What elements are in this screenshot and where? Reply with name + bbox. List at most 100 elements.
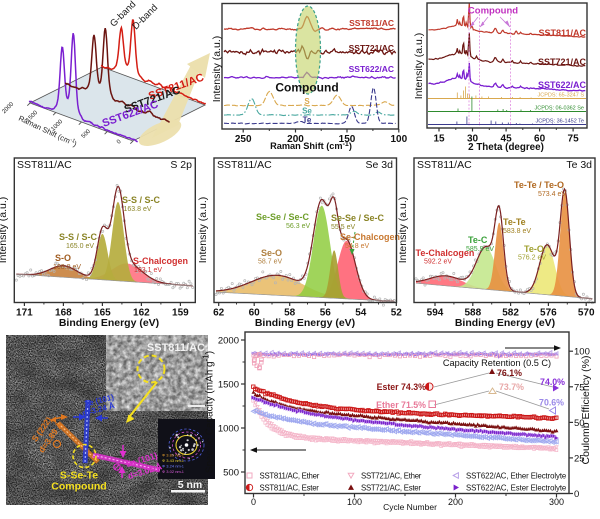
svg-text:Se-O: Se-O [261,248,282,258]
svg-text:54.8 eV: 54.8 eV [345,243,369,250]
svg-text:74.0%: 74.0% [540,377,565,387]
svg-text:Binding Energy (eV): Binding Energy (eV) [255,317,355,329]
svg-text:73.7%: 73.7% [499,382,524,392]
svg-text:SST811/AC: SST811/AC [417,159,472,171]
svg-text:Compound: Compound [275,81,338,95]
svg-text:50: 50 [574,418,585,429]
svg-text:Intensity (a.u.): Intensity (a.u.) [0,197,9,264]
svg-text:S-S / S-C: S-S / S-C [122,195,161,205]
svg-text:Ether 71.5%: Ether 71.5% [376,400,426,410]
svg-text:163.1 eV: 163.1 eV [134,267,162,274]
svg-text:570: 570 [578,308,595,319]
svg-text:58.7 eV: 58.7 eV [258,259,282,266]
svg-text:100: 100 [574,347,590,358]
svg-text:SST811/AC, Ester: SST811/AC, Ester [260,484,320,493]
svg-text:S-Chalcogen: S-Chalcogen [133,256,188,266]
svg-text:Φ 3.02 nm-1: Φ 3.02 nm-1 [162,469,184,474]
svg-text:576.2 eV: 576.2 eV [518,255,546,262]
svg-text:Se: Se [302,107,312,116]
svg-text:Te-O: Te-O [524,244,544,254]
svg-text:Cycle Number: Cycle Number [383,502,437,512]
svg-text:500: 500 [81,128,93,140]
svg-text:159: 159 [172,308,189,319]
svg-text:163.8 eV: 163.8 eV [124,206,152,213]
svg-text:25: 25 [574,453,585,464]
svg-text:Intensity (a.u.): Intensity (a.u.) [397,197,409,264]
svg-text:2000: 2000 [218,336,239,347]
svg-text:SST622/AC, Ether Electrolyte: SST622/AC, Ether Electrolyte [466,472,566,481]
svg-text:588: 588 [464,308,481,319]
svg-text:S-Se-Te: S-Se-Te [60,470,98,482]
svg-text:52: 52 [391,308,403,319]
svg-text:58: 58 [284,308,296,319]
svg-text:Te-Chalcogen: Te-Chalcogen [416,248,475,258]
svg-text:0: 0 [116,139,123,146]
svg-text:500: 500 [223,468,239,479]
svg-text:54: 54 [355,308,367,319]
svg-text:76.1%: 76.1% [497,368,522,378]
svg-text:JCPDS: 65-3247 S: JCPDS: 65-3247 S [538,93,585,99]
svg-text:1500: 1500 [218,380,239,391]
svg-text:SST811/AC, Ether: SST811/AC, Ether [260,472,320,481]
svg-text:SST622/AC, Ester Electrolyte: SST622/AC, Ester Electrolyte [466,484,566,493]
svg-text:SST811/AC: SST811/AC [538,28,586,38]
svg-text:171: 171 [16,308,33,319]
svg-text:S-S / S-C: S-S / S-C [59,232,98,242]
svg-text:SST721/AC, Ether: SST721/AC, Ether [361,472,422,481]
svg-text:62: 62 [213,308,225,319]
svg-text:300: 300 [549,497,564,507]
svg-text:15: 15 [433,134,445,145]
svg-text:583.8 eV: 583.8 eV [503,228,531,235]
svg-text:162: 162 [133,308,150,319]
svg-text:Se-Chalcogen: Se-Chalcogen [340,232,400,242]
svg-text:Te-Te: Te-Te [503,217,526,227]
svg-text:Se 3d: Se 3d [366,159,394,171]
svg-text:2 Theta (degree): 2 Theta (degree) [468,142,544,153]
svg-text:56: 56 [320,308,332,319]
svg-text:Φ 3.24 nm-1: Φ 3.24 nm-1 [162,464,184,469]
svg-text:Te-C: Te-C [468,235,488,245]
svg-text:Se-Se / Se-C: Se-Se / Se-C [331,213,385,223]
svg-text:45: 45 [501,134,513,145]
svg-text:Intensity (a.u.): Intensity (a.u.) [413,33,425,100]
svg-text:SST811/AC: SST811/AC [349,18,394,28]
svg-text:168.0 eV: 168.0 eV [53,264,81,271]
svg-text:150: 150 [339,134,356,145]
svg-text:SST811/AC: SST811/AC [17,159,72,171]
svg-text:SST811/AC: SST811/AC [217,159,272,171]
svg-text:165.0 eV: 165.0 eV [66,243,94,250]
svg-text:60: 60 [534,134,546,145]
svg-text:Binding Energy (eV): Binding Energy (eV) [455,317,555,329]
svg-text:56.3 eV: 56.3 eV [286,223,310,230]
svg-text:Compound: Compound [468,6,518,17]
svg-text:SST721/AC, Ester: SST721/AC, Ester [361,484,421,493]
svg-text:JCPDS: 06-0362 Se: JCPDS: 06-0362 Se [534,106,584,112]
svg-text:594: 594 [427,308,444,319]
svg-text:100: 100 [347,497,362,507]
svg-text:5 nm: 5 nm [178,479,203,491]
svg-text:165: 165 [94,308,111,319]
svg-text:SST622/AC: SST622/AC [349,64,394,74]
svg-text:200: 200 [287,134,304,145]
svg-text:Intensity (a.u.): Intensity (a.u.) [197,197,209,264]
svg-text:Te 3d: Te 3d [566,159,592,171]
svg-text:Te: Te [303,116,312,125]
svg-text:75: 75 [568,134,580,145]
svg-text:Capacity Retention (0.5 C): Capacity Retention (0.5 C) [443,358,551,368]
svg-text:Coulomb Efficiency (%): Coulomb Efficiency (%) [580,356,592,465]
svg-text:Se-Se / Se-C: Se-Se / Se-C [256,212,310,222]
svg-text:576: 576 [540,308,557,319]
svg-text:SST622/AC: SST622/AC [538,80,587,90]
svg-text:SST721/AC: SST721/AC [538,57,587,67]
svg-text:0: 0 [251,497,256,507]
svg-text:Φ 3.89 nm-1: Φ 3.89 nm-1 [162,453,184,458]
svg-text:30: 30 [467,134,479,145]
svg-text:SST811/AC: SST811/AC [147,342,205,354]
svg-text:Intensity (a.u.): Intensity (a.u.) [211,36,223,103]
svg-text:SST721/AC: SST721/AC [349,43,394,53]
svg-text:70.6%: 70.6% [539,398,564,408]
svg-text:Φ 3.43 nm-1: Φ 3.43 nm-1 [162,458,184,463]
svg-text:Compound: Compound [51,481,106,493]
svg-text:S: S [304,97,310,106]
svg-text:JCPDS: 36-1452 Te: JCPDS: 36-1452 Te [535,119,584,125]
